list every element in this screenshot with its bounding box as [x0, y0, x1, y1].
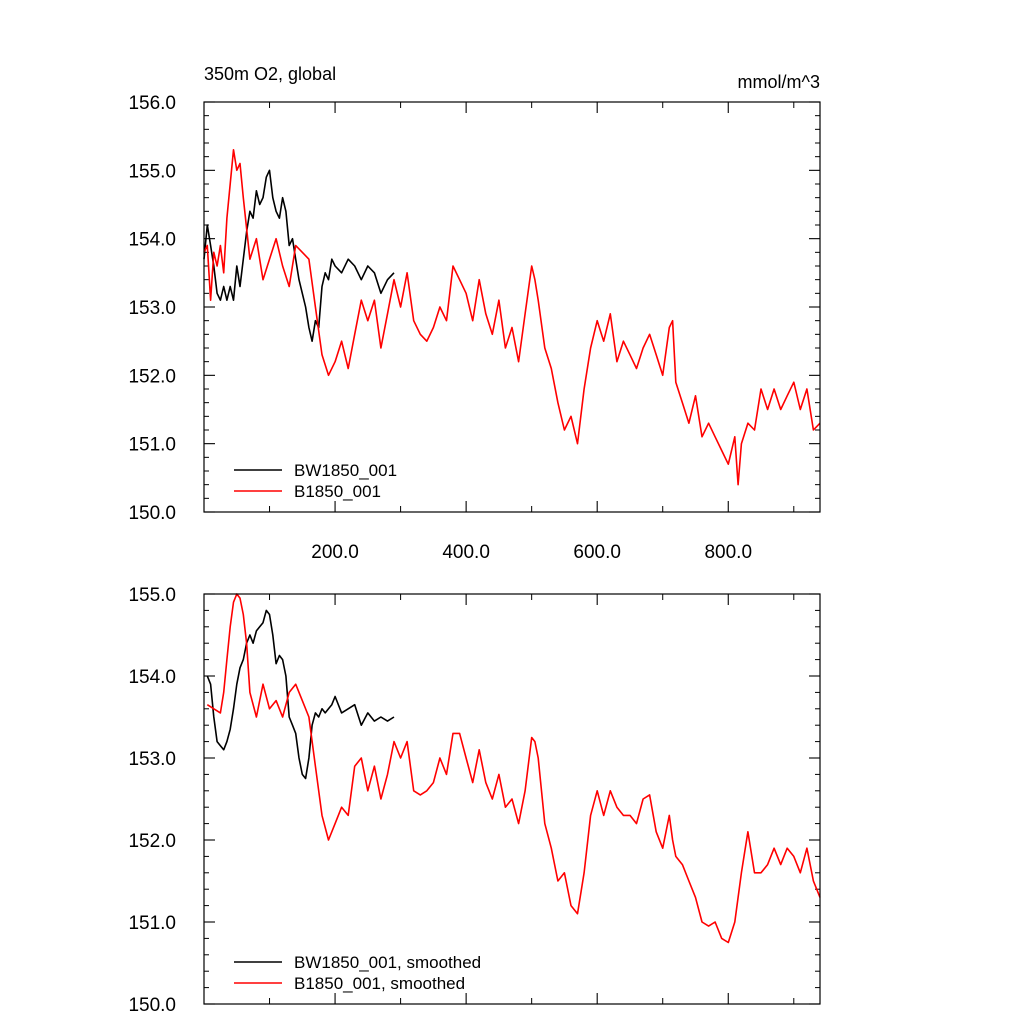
top-y-tick-label: 154.0	[128, 230, 176, 251]
top-y-tick-label: 156.0	[128, 93, 176, 114]
top-x-tick-label: 800.0	[704, 542, 752, 563]
legend-label-b1850: B1850_001	[294, 482, 381, 501]
bottom-axis-ticks: 150.0 151.0 152.0 153.0 154.0 155.0	[128, 585, 820, 1016]
top-y-tick-label: 150.0	[128, 503, 176, 524]
top-legend: BW1850_001 B1850_001	[234, 461, 397, 501]
bottom-panel: 150.0 151.0 152.0 153.0 154.0 155.0 BW1850_00…	[128, 585, 821, 1016]
top-plot-frame	[203, 101, 821, 513]
bottom-legend: BW1850_001, smoothed B1850_001, smoothed	[234, 953, 481, 993]
top-y-tick-label: 152.0	[128, 366, 176, 387]
chart-title: 350m O2, global	[204, 64, 336, 84]
top-series-lines	[203, 149, 821, 486]
top-axis-ticks: 150.0 151.0 152.0 153.0 154.0 155.0 156.0 200.0…	[128, 93, 820, 563]
top-panel: 350m O2, global mmol/m^3 150.0 151.0 152.0…	[128, 64, 821, 563]
bottom-plot-frame	[203, 593, 821, 1005]
bottom-y-tick-label: 155.0	[128, 585, 176, 606]
units-label: mmol/m^3	[738, 72, 820, 92]
top-series-line-b1850	[203, 149, 821, 486]
bottom-series-lines	[206, 593, 821, 944]
bottom-y-tick-label: 151.0	[128, 913, 176, 934]
bottom-y-tick-label: 154.0	[128, 667, 176, 688]
top-x-tick-label: 600.0	[573, 542, 621, 563]
bottom-series-line-b1850	[206, 593, 821, 944]
top-series-line-bw1850	[203, 169, 395, 343]
top-y-tick-label: 153.0	[128, 298, 176, 319]
top-x-tick-label: 200.0	[311, 542, 359, 563]
bottom-y-tick-label: 153.0	[128, 749, 176, 770]
top-y-tick-label: 151.0	[128, 435, 176, 456]
bottom-series-line-bw1850	[206, 609, 395, 780]
legend-label-b1850-smoothed: B1850_001, smoothed	[294, 974, 465, 993]
legend-label-bw1850-smoothed: BW1850_001, smoothed	[294, 953, 481, 972]
top-y-tick-label: 155.0	[128, 161, 176, 182]
legend-label-bw1850: BW1850_001	[294, 461, 397, 480]
bottom-y-tick-label: 150.0	[128, 995, 176, 1016]
top-x-tick-label: 400.0	[442, 542, 490, 563]
bottom-y-tick-label: 152.0	[128, 831, 176, 852]
